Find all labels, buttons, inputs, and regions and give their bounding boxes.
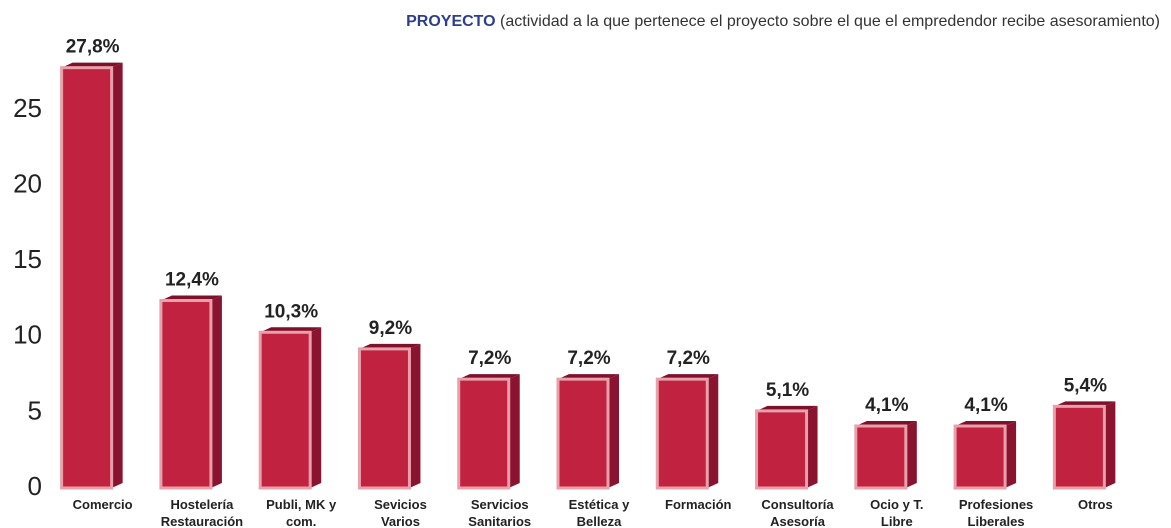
value-label: 9,2%	[369, 318, 412, 339]
bar-side	[210, 295, 222, 488]
bar	[357, 347, 411, 490]
x-tick-label: Servicios Sanitarios	[468, 497, 531, 528]
y-tick-label: 25	[13, 93, 42, 123]
x-tick-line: Publi, MK y	[266, 497, 337, 512]
x-tick-line: Sevicios	[374, 497, 427, 512]
x-tick-line: Servicios	[471, 497, 529, 512]
x-tick-label: Otros	[1078, 497, 1113, 512]
value-label: 7,2%	[667, 348, 710, 369]
x-tick-line: Formación	[665, 497, 732, 512]
x-tick-label: Formación	[665, 497, 732, 512]
x-tick-line: Ocio y T.	[870, 497, 923, 512]
bar-side	[905, 421, 917, 488]
x-tick-label: Ocio y T. Libre	[870, 497, 923, 528]
x-tick-label: Sevicios Varios	[374, 497, 427, 528]
y-tick-label: 0	[28, 471, 42, 501]
x-tick-line: com.	[286, 514, 316, 528]
value-label: 4,1%	[964, 395, 1007, 416]
y-tick-label: 5	[28, 395, 42, 425]
x-tick-line: Restauración	[161, 514, 243, 528]
x-tick-line: Belleza	[577, 514, 623, 528]
x-tick-line: Libre	[881, 514, 913, 528]
bar	[655, 377, 709, 490]
value-label: 10,3%	[264, 301, 318, 322]
chart-title: PROYECTO	[406, 13, 496, 30]
x-tick-line: Estética y	[569, 497, 630, 512]
bar-side	[310, 327, 322, 488]
value-label: 5,1%	[766, 380, 809, 401]
value-label: 27,8%	[66, 37, 120, 58]
bar-side	[1104, 401, 1116, 488]
bar-side	[1005, 421, 1017, 488]
value-label: 4,1%	[865, 395, 908, 416]
bar	[159, 299, 213, 490]
x-tick-line: Varios	[381, 514, 420, 528]
x-tick-label: Hostelería Restauración	[161, 497, 243, 528]
y-tick-label: 10	[13, 320, 42, 350]
x-tick-line: Otros	[1078, 497, 1113, 512]
x-tick-line: Hostelería	[170, 497, 234, 512]
x-tick-line: Sanitarios	[468, 514, 531, 528]
bar	[556, 377, 610, 490]
x-tick-line: Comercio	[73, 497, 133, 512]
bar	[60, 66, 114, 490]
bar	[953, 424, 1007, 490]
bar	[1052, 404, 1106, 490]
bar-side	[806, 405, 818, 488]
x-tick-line: Consultoría	[761, 497, 834, 512]
bar-side	[707, 374, 719, 488]
y-tick-label: 20	[13, 168, 42, 198]
bar	[854, 424, 908, 490]
y-tick-label: 15	[13, 244, 42, 274]
value-label: 7,2%	[567, 348, 610, 369]
x-tick-label: Publi, MK y com.	[266, 497, 337, 528]
value-label: 7,2%	[468, 348, 511, 369]
value-label: 5,4%	[1064, 375, 1107, 396]
x-tick-label: Profesiones Liberales	[959, 497, 1033, 528]
x-tick-label: Estética y Belleza	[569, 497, 630, 528]
bar	[755, 409, 809, 490]
x-tick-line: Asesoría	[770, 514, 826, 528]
bar	[258, 330, 312, 490]
chart-heading: PROYECTO (actividad a la que pertenece e…	[406, 13, 1160, 30]
bar	[457, 377, 511, 490]
bar-side	[508, 374, 520, 488]
chart-subtitle: (actividad a la que pertenece el proyect…	[500, 13, 1160, 30]
x-tick-label: Comercio	[73, 497, 133, 512]
bar-side	[608, 374, 619, 488]
x-tick-line: Liberales	[968, 514, 1025, 528]
value-label: 12,4%	[165, 270, 219, 291]
x-tick-label: Consultoría Asesoría	[761, 497, 834, 528]
bar-side	[111, 62, 123, 488]
bar-side	[409, 343, 421, 488]
x-tick-line: Profesiones	[959, 497, 1033, 512]
